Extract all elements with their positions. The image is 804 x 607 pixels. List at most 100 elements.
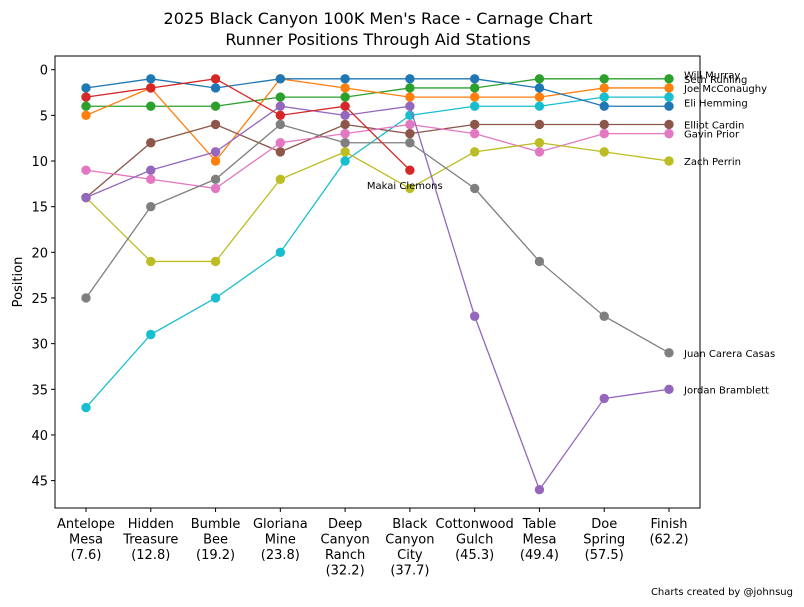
- data-point: [534, 485, 545, 495]
- x-tick-label: Finish (62.2): [649, 517, 688, 548]
- data-point: [664, 119, 674, 130]
- data-point: [275, 138, 286, 148]
- x-tick-line: Bee: [203, 533, 228, 548]
- data-point: [599, 393, 609, 404]
- x-tick-line: (23.8): [261, 548, 300, 563]
- data-point: [469, 119, 480, 130]
- x-tick-line: Cottonwood: [436, 517, 514, 532]
- data-point: [146, 101, 156, 111]
- data-point: [340, 101, 350, 111]
- x-tick-label: Doe Spring (57.5): [583, 517, 625, 563]
- data-point: [599, 147, 609, 157]
- series-gavin-prior: [81, 119, 674, 194]
- data-point: [146, 256, 156, 267]
- data-point: [210, 256, 221, 267]
- chart-subtitle: Runner Positions Through Aid Stations: [225, 30, 530, 49]
- chart-credit: Charts created by @johnsug: [651, 587, 793, 598]
- data-point: [664, 101, 674, 111]
- series-line: [85, 142, 670, 263]
- data-point: [81, 92, 91, 102]
- data-point: [599, 128, 609, 139]
- x-tick-line: Finish: [650, 517, 687, 532]
- data-point: [81, 101, 91, 111]
- x-tick-label: Hidden Treasure (12.8): [122, 517, 178, 563]
- data-point: [146, 74, 156, 84]
- series-line: [85, 123, 669, 190]
- x-tick-line: (57.5): [585, 548, 624, 563]
- data-point: [405, 165, 415, 175]
- data-point: [340, 119, 350, 130]
- x-tick-line: (37.7): [390, 564, 429, 579]
- data-point: [210, 101, 221, 111]
- runner-label: Eli Hemming: [684, 99, 748, 110]
- data-point: [210, 119, 221, 130]
- x-tick-line: (7.6): [71, 548, 102, 563]
- x-tick-line: Gloriana: [253, 517, 308, 532]
- y-tick-label: 25: [31, 292, 48, 307]
- data-point: [469, 311, 480, 321]
- runner-label: Jordan Bramblett: [683, 385, 769, 396]
- series-line: [85, 96, 669, 408]
- series-jordan-bramblett: [81, 101, 674, 495]
- data-point: [599, 83, 609, 93]
- runner-label: Elliot Cardin: [684, 120, 744, 131]
- series-makai-clemons: [81, 74, 415, 175]
- data-point: [534, 74, 545, 84]
- x-tick-label: Cottonwood Gulch (45.3): [436, 517, 514, 563]
- data-point: [275, 101, 286, 111]
- data-point: [534, 92, 545, 102]
- x-tick-line: Mesa: [522, 533, 556, 548]
- series-line: [85, 78, 669, 163]
- data-point: [469, 83, 480, 93]
- data-point: [81, 402, 91, 413]
- x-tick-label: Black Canyon City (37.7): [385, 517, 434, 579]
- y-tick-label: 20: [31, 246, 48, 261]
- data-point: [534, 138, 545, 148]
- data-point: [340, 92, 350, 102]
- runner-label: Seth Ruhling: [684, 75, 747, 86]
- data-point: [275, 147, 286, 157]
- data-point: [210, 156, 221, 166]
- data-point: [81, 165, 91, 175]
- data-point: [469, 92, 480, 102]
- x-tick-line: (45.3): [455, 548, 494, 563]
- data-point: [405, 74, 415, 84]
- series-group: [81, 74, 674, 495]
- data-point: [275, 174, 286, 184]
- x-tick-line: (19.2): [196, 548, 235, 563]
- data-point: [664, 83, 674, 93]
- chart-title: 2025 Black Canyon 100K Men's Race - Carn…: [164, 9, 593, 28]
- data-point: [146, 138, 156, 148]
- data-point: [534, 83, 545, 93]
- data-point: [599, 311, 609, 321]
- data-point: [340, 147, 350, 157]
- x-tick-line: (32.2): [326, 564, 365, 579]
- data-point: [405, 101, 415, 111]
- data-point: [405, 119, 415, 130]
- data-point: [534, 119, 545, 130]
- plot-frame: [54, 55, 701, 509]
- data-point: [534, 256, 545, 267]
- data-point: [664, 128, 674, 139]
- x-tick-label: Table Mesa (49.4): [520, 517, 559, 563]
- data-point: [664, 74, 674, 84]
- data-point: [534, 147, 545, 157]
- data-point: [405, 83, 415, 93]
- x-tick-line: (12.8): [131, 548, 170, 563]
- data-point: [146, 201, 156, 212]
- data-point: [275, 74, 286, 84]
- series-elliot-cardin: [81, 119, 674, 203]
- x-tick-label: Antelope Mesa (7.6): [57, 517, 115, 563]
- y-tick-label: 30: [31, 338, 48, 353]
- series-joe-mcconaughy: [81, 92, 674, 413]
- y-tick-label: 10: [31, 155, 48, 170]
- data-point: [340, 156, 350, 166]
- series-zach-perrin: [81, 138, 674, 267]
- x-tick-line: Deep: [328, 517, 362, 532]
- data-point: [599, 74, 609, 84]
- x-tick-line: Ranch: [325, 548, 365, 563]
- data-point: [81, 110, 91, 121]
- x-tick-line: (62.2): [649, 533, 688, 548]
